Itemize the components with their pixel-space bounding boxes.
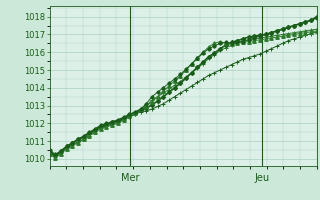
Text: Jeu: Jeu: [254, 173, 269, 183]
Text: Mer: Mer: [121, 173, 139, 183]
